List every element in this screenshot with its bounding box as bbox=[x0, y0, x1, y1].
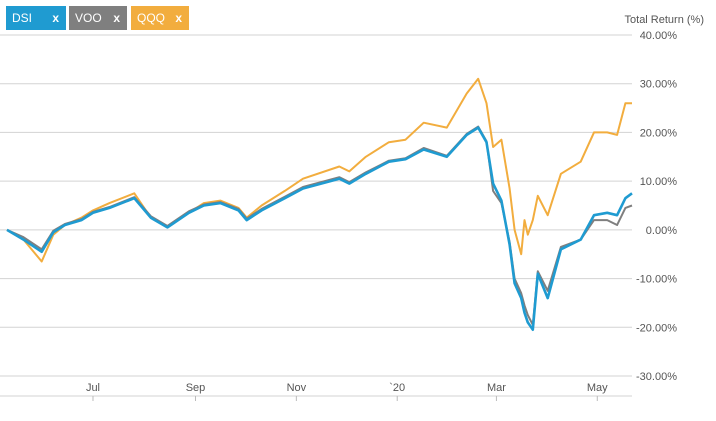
legend-chip-qqq[interactable]: QQQ x bbox=[131, 6, 189, 30]
series-line-dsi bbox=[6, 126, 633, 332]
x-tick-label: Nov bbox=[287, 382, 307, 394]
legend-label-qqq: QQQ bbox=[137, 11, 166, 25]
series-line-voo bbox=[6, 125, 633, 326]
gridlines bbox=[0, 34, 632, 397]
remove-voo-icon[interactable]: x bbox=[113, 11, 120, 25]
legend-label-dsi: DSI bbox=[12, 11, 33, 25]
x-tick-label: `20 bbox=[389, 382, 405, 394]
x-axis-labels: Jul Sep Nov `20 Mar May bbox=[86, 382, 608, 401]
y-axis-title: Total Return (%) bbox=[625, 14, 704, 26]
series-lines bbox=[6, 77, 633, 332]
y-tick-label: -10.00% bbox=[636, 274, 677, 286]
series-line-qqq bbox=[6, 77, 632, 263]
x-tick-label: May bbox=[587, 382, 608, 394]
remove-dsi-icon[interactable]: x bbox=[52, 11, 59, 25]
y-tick-label: 30.00% bbox=[640, 79, 678, 91]
y-tick-label: -20.00% bbox=[636, 322, 677, 334]
y-tick-label: 20.00% bbox=[640, 127, 678, 139]
legend-chip-voo[interactable]: VOO x bbox=[69, 6, 127, 30]
y-tick-label: 0.00% bbox=[646, 225, 677, 237]
legend-chip-dsi[interactable]: DSI x bbox=[6, 6, 66, 30]
legend-label-voo: VOO bbox=[75, 11, 102, 25]
y-tick-label: 40.00% bbox=[640, 30, 678, 42]
y-axis-labels: 40.00% 30.00% 20.00% 10.00% 0.00% -10.00% -20.… bbox=[636, 30, 677, 383]
x-tick-label: Mar bbox=[487, 382, 506, 394]
remove-qqq-icon[interactable]: x bbox=[175, 11, 182, 25]
y-tick-label: -30.00% bbox=[636, 371, 677, 383]
y-tick-label: 10.00% bbox=[640, 176, 678, 188]
x-tick-label: Jul bbox=[86, 382, 100, 394]
x-tick-label: Sep bbox=[186, 382, 206, 394]
